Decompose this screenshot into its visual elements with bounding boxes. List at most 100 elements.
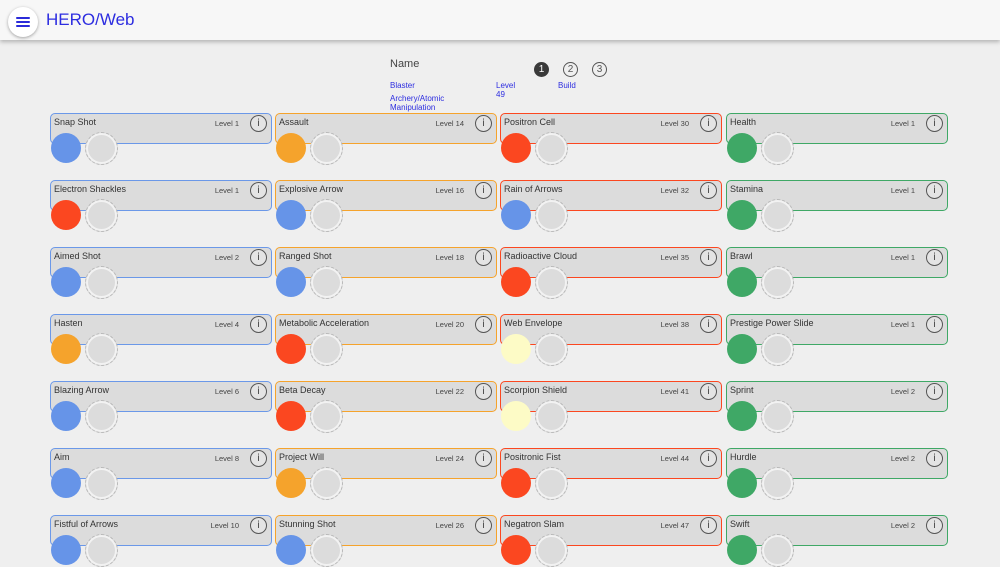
name-label[interactable]: Name bbox=[390, 58, 420, 70]
power-bar[interactable]: Ranged Shot Level 18 i bbox=[275, 247, 497, 278]
enhancement-slot-filled[interactable] bbox=[727, 468, 757, 498]
power-bar[interactable]: Positronic Fist Level 44 i bbox=[500, 448, 722, 479]
enhancement-slot-filled[interactable] bbox=[501, 401, 531, 431]
power-card[interactable]: Ranged Shot Level 18 i bbox=[275, 247, 497, 299]
power-bar[interactable]: Snap Shot Level 1 i bbox=[50, 113, 272, 144]
enhancement-slot-empty[interactable] bbox=[535, 400, 568, 433]
enhancement-slot-empty[interactable] bbox=[761, 467, 794, 500]
enhancement-slot-empty[interactable] bbox=[85, 333, 118, 366]
power-card[interactable]: Aim Level 8 i bbox=[50, 448, 272, 500]
powersets-label[interactable]: Archery/Atomic Manipulation bbox=[390, 94, 445, 112]
power-card[interactable]: Beta Decay Level 22 i bbox=[275, 381, 497, 433]
step-1-button[interactable]: 1 bbox=[534, 62, 549, 77]
info-icon[interactable]: i bbox=[475, 450, 492, 467]
info-icon[interactable]: i bbox=[475, 383, 492, 400]
power-card[interactable]: Explosive Arrow Level 16 i bbox=[275, 180, 497, 232]
enhancement-slot-filled[interactable] bbox=[727, 334, 757, 364]
power-bar[interactable]: Negatron Slam Level 47 i bbox=[500, 515, 722, 546]
power-bar[interactable]: Rain of Arrows Level 32 i bbox=[500, 180, 722, 211]
power-card[interactable]: Metabolic Acceleration Level 20 i bbox=[275, 314, 497, 366]
info-icon[interactable]: i bbox=[250, 249, 267, 266]
info-icon[interactable]: i bbox=[926, 182, 943, 199]
power-card[interactable]: Stunning Shot Level 26 i bbox=[275, 515, 497, 567]
power-bar[interactable]: Aimed Shot Level 2 i bbox=[50, 247, 272, 278]
power-bar[interactable]: Fistful of Arrows Level 10 i bbox=[50, 515, 272, 546]
enhancement-slot-empty[interactable] bbox=[85, 400, 118, 433]
archetype-label[interactable]: Blaster bbox=[390, 81, 415, 90]
enhancement-slot-filled[interactable] bbox=[51, 468, 81, 498]
enhancement-slot-filled[interactable] bbox=[501, 200, 531, 230]
enhancement-slot-empty[interactable] bbox=[85, 132, 118, 165]
enhancement-slot-filled[interactable] bbox=[51, 200, 81, 230]
power-card[interactable]: Stamina Level 1 i bbox=[726, 180, 948, 232]
power-card[interactable]: Project Will Level 24 i bbox=[275, 448, 497, 500]
power-bar[interactable]: Project Will Level 24 i bbox=[275, 448, 497, 479]
info-icon[interactable]: i bbox=[700, 115, 717, 132]
power-bar[interactable]: Scorpion Shield Level 41 i bbox=[500, 381, 722, 412]
enhancement-slot-empty[interactable] bbox=[85, 534, 118, 567]
enhancement-slot-filled[interactable] bbox=[276, 200, 306, 230]
enhancement-slot-empty[interactable] bbox=[310, 266, 343, 299]
power-card[interactable]: Rain of Arrows Level 32 i bbox=[500, 180, 722, 232]
power-bar[interactable]: Positron Cell Level 30 i bbox=[500, 113, 722, 144]
enhancement-slot-empty[interactable] bbox=[310, 400, 343, 433]
power-bar[interactable]: Electron Shackles Level 1 i bbox=[50, 180, 272, 211]
info-icon[interactable]: i bbox=[926, 249, 943, 266]
enhancement-slot-filled[interactable] bbox=[276, 535, 306, 565]
power-bar[interactable]: Hasten Level 4 i bbox=[50, 314, 272, 345]
info-icon[interactable]: i bbox=[250, 316, 267, 333]
power-card[interactable]: Health Level 1 i bbox=[726, 113, 948, 165]
step-2-button[interactable]: 2 bbox=[563, 62, 578, 77]
info-icon[interactable]: i bbox=[926, 450, 943, 467]
enhancement-slot-empty[interactable] bbox=[761, 534, 794, 567]
power-bar[interactable]: Explosive Arrow Level 16 i bbox=[275, 180, 497, 211]
enhancement-slot-empty[interactable] bbox=[310, 534, 343, 567]
power-bar[interactable]: Hurdle Level 2 i bbox=[726, 448, 948, 479]
power-card[interactable]: Web Envelope Level 38 i bbox=[500, 314, 722, 366]
info-icon[interactable]: i bbox=[926, 316, 943, 333]
enhancement-slot-empty[interactable] bbox=[85, 199, 118, 232]
info-icon[interactable]: i bbox=[475, 115, 492, 132]
enhancement-slot-filled[interactable] bbox=[276, 401, 306, 431]
info-icon[interactable]: i bbox=[475, 316, 492, 333]
enhancement-slot-empty[interactable] bbox=[761, 132, 794, 165]
power-bar[interactable]: Beta Decay Level 22 i bbox=[275, 381, 497, 412]
power-card[interactable]: Scorpion Shield Level 41 i bbox=[500, 381, 722, 433]
info-icon[interactable]: i bbox=[250, 383, 267, 400]
power-bar[interactable]: Radioactive Cloud Level 35 i bbox=[500, 247, 722, 278]
power-bar[interactable]: Prestige Power Slide Level 1 i bbox=[726, 314, 948, 345]
enhancement-slot-filled[interactable] bbox=[276, 133, 306, 163]
power-bar[interactable]: Swift Level 2 i bbox=[726, 515, 948, 546]
enhancement-slot-empty[interactable] bbox=[535, 534, 568, 567]
enhancement-slot-empty[interactable] bbox=[310, 467, 343, 500]
enhancement-slot-filled[interactable] bbox=[727, 133, 757, 163]
info-icon[interactable]: i bbox=[926, 517, 943, 534]
info-icon[interactable]: i bbox=[700, 249, 717, 266]
enhancement-slot-filled[interactable] bbox=[276, 468, 306, 498]
enhancement-slot-filled[interactable] bbox=[501, 334, 531, 364]
enhancement-slot-empty[interactable] bbox=[535, 132, 568, 165]
enhancement-slot-empty[interactable] bbox=[761, 199, 794, 232]
power-card[interactable]: Prestige Power Slide Level 1 i bbox=[726, 314, 948, 366]
power-card[interactable]: Fistful of Arrows Level 10 i bbox=[50, 515, 272, 567]
power-bar[interactable]: Metabolic Acceleration Level 20 i bbox=[275, 314, 497, 345]
power-card[interactable]: Positronic Fist Level 44 i bbox=[500, 448, 722, 500]
power-card[interactable]: Brawl Level 1 i bbox=[726, 247, 948, 299]
power-card[interactable]: Radioactive Cloud Level 35 i bbox=[500, 247, 722, 299]
enhancement-slot-empty[interactable] bbox=[535, 266, 568, 299]
enhancement-slot-filled[interactable] bbox=[276, 334, 306, 364]
enhancement-slot-filled[interactable] bbox=[51, 535, 81, 565]
info-icon[interactable]: i bbox=[700, 517, 717, 534]
power-bar[interactable]: Stunning Shot Level 26 i bbox=[275, 515, 497, 546]
enhancement-slot-empty[interactable] bbox=[761, 333, 794, 366]
step-3-button[interactable]: 3 bbox=[592, 62, 607, 77]
info-icon[interactable]: i bbox=[250, 182, 267, 199]
power-card[interactable]: Electron Shackles Level 1 i bbox=[50, 180, 272, 232]
power-card[interactable]: Aimed Shot Level 2 i bbox=[50, 247, 272, 299]
build-label[interactable]: Build bbox=[558, 81, 576, 90]
info-icon[interactable]: i bbox=[250, 450, 267, 467]
info-icon[interactable]: i bbox=[926, 383, 943, 400]
power-card[interactable]: Snap Shot Level 1 i bbox=[50, 113, 272, 165]
enhancement-slot-filled[interactable] bbox=[727, 535, 757, 565]
power-card[interactable]: Hurdle Level 2 i bbox=[726, 448, 948, 500]
